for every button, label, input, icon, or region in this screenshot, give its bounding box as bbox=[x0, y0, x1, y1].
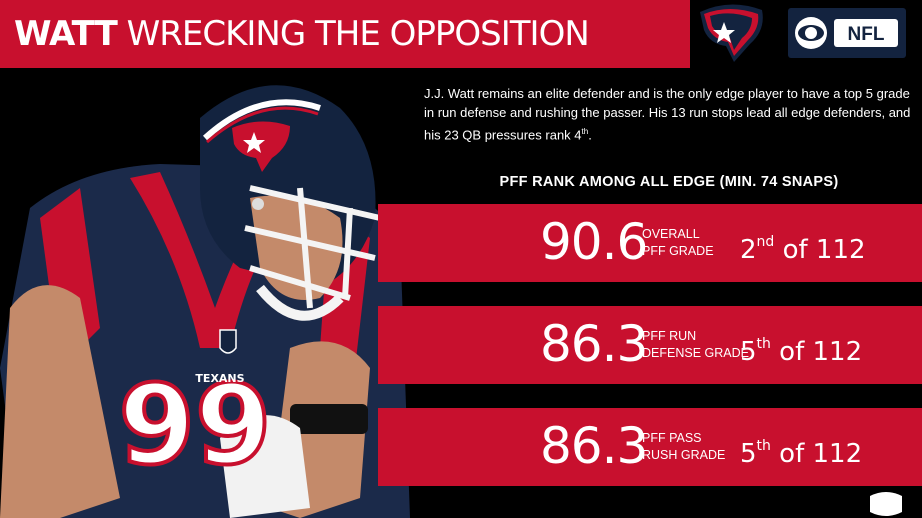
stat-label-line2: PFF GRADE bbox=[642, 244, 714, 258]
stat-label-line2: RUSH GRADE bbox=[642, 448, 726, 462]
rank-number: 2 bbox=[740, 235, 757, 265]
intro-text: J.J. Watt remains an elite defender and … bbox=[424, 86, 911, 143]
jersey-number: 99 bbox=[118, 361, 271, 489]
stat-label: OVERALL PFF GRADE bbox=[642, 226, 752, 260]
stat-label-line2: DEFENSE GRADE bbox=[642, 346, 749, 360]
title-bar: WATT WRECKING THE OPPOSITION bbox=[0, 0, 690, 68]
texans-logo-icon bbox=[700, 4, 763, 62]
rank-number: 5 bbox=[740, 439, 757, 469]
stat-value: 86.3 bbox=[540, 417, 648, 475]
rank-number: 5 bbox=[740, 337, 757, 367]
stat-label-line1: PFF PASS bbox=[642, 431, 702, 445]
stat-rank: 5th of 112 bbox=[740, 426, 862, 474]
stat-row-pass-rush: 86.3 PFF PASS RUSH GRADE 5th of 112 bbox=[378, 408, 922, 486]
nfl-text: NFL bbox=[848, 24, 885, 45]
page-title: WATT WRECKING THE OPPOSITION bbox=[14, 12, 590, 56]
rank-tail: of 112 bbox=[774, 235, 866, 265]
cbs-nfl-badge: NFL bbox=[788, 8, 906, 58]
stat-label-line1: OVERALL bbox=[642, 227, 700, 241]
stat-label: PFF RUN DEFENSE GRADE bbox=[642, 328, 752, 362]
stat-row-overall: 90.6 OVERALL PFF GRADE 2nd of 112 bbox=[378, 204, 922, 282]
pff-watermark-icon bbox=[870, 492, 902, 516]
jersey-wordmark: TEXANS bbox=[195, 372, 244, 385]
stat-value: 90.6 bbox=[540, 213, 648, 271]
stat-rank: 5th of 112 bbox=[740, 324, 862, 372]
stat-label-line1: PFF RUN bbox=[642, 329, 697, 343]
player-image: 99 TEXANS bbox=[0, 68, 410, 518]
intro-end: . bbox=[588, 127, 592, 143]
rank-tail: of 112 bbox=[770, 439, 863, 469]
section-heading: PFF RANK AMONG ALL EDGE (MIN. 74 SNAPS) bbox=[499, 174, 839, 190]
rank-suffix: nd bbox=[756, 234, 775, 250]
rank-suffix: th bbox=[756, 336, 771, 352]
rank-suffix: th bbox=[756, 438, 771, 454]
stat-rank: 2nd of 112 bbox=[740, 222, 866, 270]
rank-tail: of 112 bbox=[770, 337, 863, 367]
nfl-shield-icon bbox=[219, 329, 237, 354]
stat-value: 86.3 bbox=[540, 315, 648, 373]
stat-label: PFF PASS RUSH GRADE bbox=[642, 430, 752, 464]
header: WATT WRECKING THE OPPOSITION NFL bbox=[0, 0, 922, 68]
intro-paragraph: J.J. Watt remains an elite defender and … bbox=[424, 84, 914, 144]
intro-suffix: th bbox=[581, 127, 589, 136]
title-bold: WATT bbox=[14, 14, 118, 54]
cbs-eye-icon: NFL bbox=[795, 17, 898, 49]
title-rest: WRECKING THE OPPOSITION bbox=[126, 14, 590, 54]
stat-row-run-defense: 86.3 PFF RUN DEFENSE GRADE 5th of 112 bbox=[378, 306, 922, 384]
